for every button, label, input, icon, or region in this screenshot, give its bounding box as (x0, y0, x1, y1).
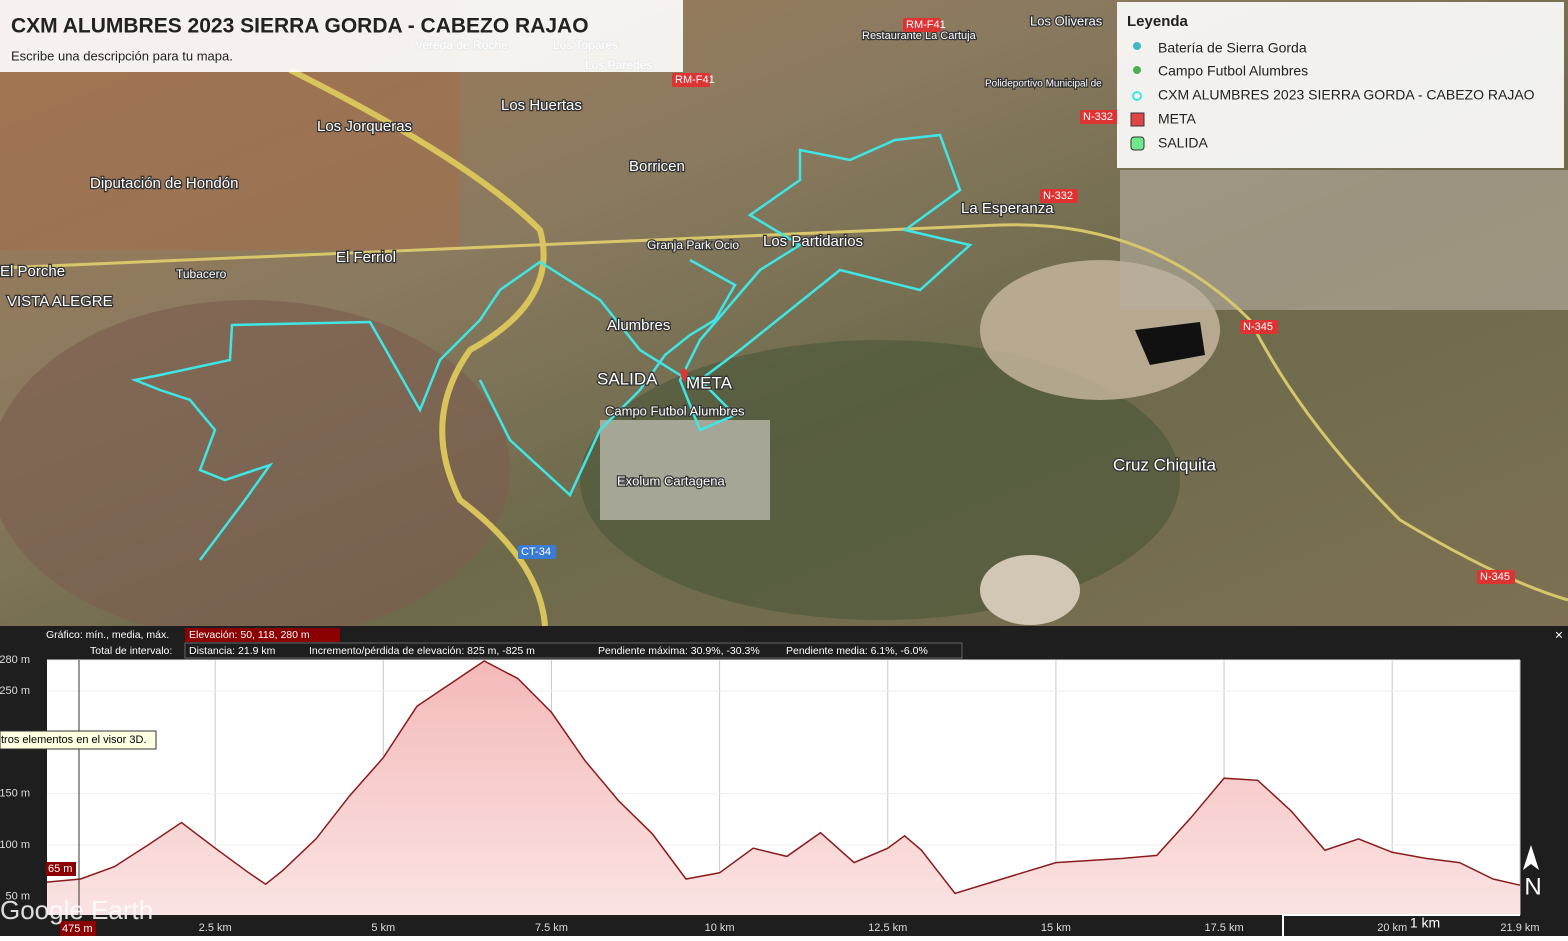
map-label: META (686, 373, 733, 392)
y-tick-label: 100 m (0, 839, 30, 851)
road-sign: CT-34 (521, 546, 551, 558)
legend-bg (1117, 2, 1564, 168)
legend-icon (1130, 136, 1145, 151)
map-label: VISTA ALEGRE (7, 293, 113, 310)
cursor-label-bg (46, 862, 76, 876)
y-tick-label: 250 m (0, 685, 30, 697)
x-tick-label: 20 km (1377, 922, 1407, 934)
max-slope: Pendiente máxima: 30.9%, -30.3% (598, 645, 760, 657)
x-tick-label: 21.9 km (1500, 922, 1539, 934)
x-tick-label: 2.5 km (199, 922, 232, 934)
town (1120, 170, 1568, 310)
road-sign-bg (1040, 189, 1078, 203)
legend-item: META (1158, 111, 1197, 127)
map-label: Los Partidarios (763, 233, 863, 250)
x-tick-label: 5 km (371, 922, 395, 934)
map-label: El Ferriol (336, 249, 396, 266)
y-tick-label: 280 m (0, 654, 30, 666)
y-tick-label: 150 m (0, 788, 30, 800)
map-label: Alumbres (607, 317, 670, 334)
road-sign-bg (1477, 570, 1515, 584)
tooltip-bg (0, 730, 157, 750)
tooltip: tros elementos en el visor 3D. (1, 734, 147, 746)
map-label: Diputación de Hondón (90, 175, 238, 192)
lake (1135, 322, 1205, 365)
tank-farm (600, 420, 770, 520)
legend-title: Leyenda (1127, 13, 1189, 30)
map-label: SALIDA (597, 369, 658, 388)
map-label: Polideportivo Municipal de (985, 79, 1102, 90)
close-button[interactable]: × (1555, 627, 1563, 643)
interval-label: Total de intervalo: (90, 645, 172, 657)
legend-item: CXM ALUMBRES 2023 SIERRA GORDA - CABEZO … (1158, 87, 1535, 103)
x-tick-label: 15 km (1041, 922, 1071, 934)
legend-item: Campo Futbol Alumbres (1158, 63, 1308, 79)
elevation-profile[interactable]: Gráfico: mín., media, máx. Elevación: 50… (0, 626, 1568, 936)
road-sign: RM-F41 (675, 74, 715, 86)
quarry (980, 555, 1080, 625)
highway (288, 67, 548, 627)
road-sign-bg (518, 545, 556, 559)
map-label: La Esperanza (961, 200, 1054, 217)
legend-icon (1133, 66, 1141, 74)
marker (680, 368, 688, 382)
panel-bg (0, 0, 683, 72)
gain-loss: Incremento/pérdida de elevación: 825 m, … (309, 645, 535, 657)
route (130, 133, 973, 561)
cursor-distance: 475 m (62, 923, 93, 935)
distance: Distancia: 21.9 km (189, 645, 276, 657)
legend-icon (1133, 42, 1141, 50)
map-label: Los Jorqueras (317, 118, 412, 135)
road-sign: RM-F41 (906, 19, 946, 31)
map-label: Granja Park Ocio (647, 238, 739, 252)
stats-label: Gráfico: mín., media, máx. (46, 629, 169, 641)
map-label: Exolum Cartagena (617, 473, 725, 488)
elevation-line (46, 660, 1521, 895)
y-tick-label: 50 m (6, 890, 30, 902)
map-label: Los Oliveras (1030, 13, 1103, 28)
x-tick-label: 7.5 km (535, 922, 568, 934)
north-arrow (1523, 845, 1539, 870)
map-label: Cruz Chiquita (1113, 455, 1217, 474)
x-tick-label: 10 km (705, 922, 735, 934)
road-sign: N-332 (1083, 111, 1113, 123)
title-panel: CXM ALUMBRES 2023 SIERRA GORDA - CABEZO … (0, 0, 683, 72)
road-sign-bg (903, 18, 941, 32)
north-label: N (1524, 873, 1541, 900)
stats-box (184, 642, 963, 659)
map-label: Campo Futbol Alumbres (605, 403, 745, 418)
road-sign: N-345 (1243, 321, 1273, 333)
area-fill (47, 661, 1520, 915)
map-label: Los Huertas (501, 97, 582, 114)
road-sign-bg (1240, 320, 1278, 334)
map-label: Borricen (629, 158, 685, 175)
elevation-highlight (185, 628, 340, 642)
road-sign: N-345 (1480, 571, 1510, 583)
map-label: El Porche (0, 263, 65, 280)
scale-label: 1 km (1410, 915, 1440, 931)
road-sign-bg (672, 73, 710, 87)
map-description[interactable]: Escribe una descripción para tu mapa. (11, 48, 233, 63)
map-title: CXM ALUMBRES 2023 SIERRA GORDA - CABEZO … (11, 15, 589, 38)
x-tick-label: 12.5 km (868, 922, 907, 934)
x-tick-label: 17.5 km (1204, 922, 1243, 934)
road-sign: N-332 (1043, 190, 1073, 202)
legend-item: SALIDA (1158, 135, 1208, 151)
elevation-stats: Elevación: 50, 118, 280 m (189, 629, 310, 641)
legend-item: Batería de Sierra Gorda (1158, 40, 1307, 56)
map-label: Tubacero (176, 267, 227, 281)
road (0, 223, 1568, 602)
legend: Leyenda Batería de Sierra Gorda Campo Fut… (1117, 2, 1564, 168)
avg-slope: Pendiente media: 6.1%, -6.0% (786, 645, 928, 657)
cursor-label-bg (60, 921, 96, 936)
legend-icon (1132, 91, 1142, 101)
brand: Google Earth (0, 895, 153, 925)
legend-icon (1130, 112, 1145, 127)
map-label: Restaurante La Cartuja (862, 30, 977, 42)
cursor-elevation: 65 m (48, 863, 72, 875)
road-sign-bg (1080, 110, 1118, 124)
